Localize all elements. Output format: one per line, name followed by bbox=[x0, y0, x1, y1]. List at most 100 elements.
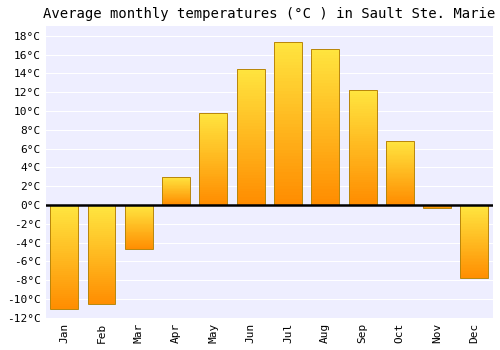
Bar bbox=[236, 140, 264, 142]
Bar bbox=[460, 262, 488, 264]
Bar bbox=[88, 221, 116, 223]
Bar bbox=[50, 282, 78, 284]
Bar bbox=[348, 168, 376, 170]
Bar bbox=[312, 52, 339, 55]
Bar bbox=[125, 224, 153, 225]
Bar bbox=[274, 163, 302, 166]
Bar bbox=[200, 157, 228, 159]
Bar bbox=[125, 229, 153, 230]
Bar bbox=[312, 168, 339, 171]
Bar bbox=[274, 75, 302, 78]
Bar bbox=[236, 161, 264, 164]
Bar bbox=[348, 145, 376, 148]
Bar bbox=[348, 134, 376, 136]
Bar bbox=[274, 133, 302, 137]
Bar bbox=[386, 149, 414, 150]
Bar bbox=[236, 194, 264, 197]
Bar bbox=[200, 137, 228, 139]
Bar bbox=[50, 278, 78, 280]
Bar bbox=[162, 198, 190, 199]
Bar bbox=[200, 150, 228, 152]
Bar bbox=[274, 173, 302, 176]
Bar bbox=[236, 202, 264, 205]
Bar bbox=[125, 244, 153, 245]
Bar bbox=[200, 115, 228, 117]
Bar bbox=[386, 142, 414, 144]
Bar bbox=[88, 251, 116, 252]
Bar bbox=[50, 215, 78, 217]
Bar bbox=[312, 55, 339, 58]
Bar bbox=[236, 164, 264, 167]
Bar bbox=[88, 260, 116, 262]
Bar bbox=[348, 180, 376, 182]
Bar bbox=[460, 242, 488, 243]
Bar bbox=[312, 186, 339, 189]
Bar bbox=[236, 88, 264, 90]
Bar bbox=[50, 296, 78, 298]
Bar bbox=[460, 208, 488, 209]
Bar bbox=[200, 155, 228, 157]
Bar bbox=[200, 201, 228, 203]
Bar bbox=[386, 147, 414, 149]
Bar bbox=[125, 232, 153, 233]
Bar bbox=[312, 177, 339, 180]
Bar bbox=[236, 197, 264, 199]
Bar bbox=[460, 233, 488, 235]
Bar bbox=[236, 183, 264, 186]
Bar bbox=[312, 180, 339, 183]
Bar bbox=[274, 166, 302, 169]
Bar bbox=[348, 148, 376, 150]
Bar bbox=[125, 225, 153, 226]
Bar bbox=[460, 255, 488, 257]
Bar bbox=[348, 166, 376, 168]
Bar bbox=[236, 79, 264, 82]
Bar bbox=[274, 124, 302, 127]
Bar bbox=[274, 78, 302, 81]
Bar bbox=[236, 142, 264, 145]
Bar bbox=[162, 201, 190, 202]
Bar bbox=[162, 178, 190, 179]
Bar bbox=[386, 150, 414, 151]
Bar bbox=[88, 252, 116, 254]
Bar bbox=[312, 146, 339, 149]
Bar bbox=[200, 113, 228, 115]
Bar bbox=[312, 118, 339, 121]
Bar bbox=[50, 275, 78, 278]
Bar bbox=[460, 259, 488, 261]
Bar bbox=[312, 136, 339, 139]
Bar bbox=[88, 257, 116, 258]
Bar bbox=[386, 168, 414, 169]
Bar bbox=[88, 229, 116, 231]
Bar bbox=[312, 152, 339, 155]
Bar bbox=[200, 199, 228, 201]
Bar bbox=[200, 122, 228, 124]
Bar bbox=[200, 144, 228, 146]
Bar bbox=[460, 261, 488, 262]
Bar bbox=[423, 205, 451, 208]
Bar bbox=[88, 280, 116, 282]
Bar bbox=[125, 239, 153, 240]
Bar bbox=[162, 191, 190, 192]
Bar bbox=[348, 97, 376, 99]
Bar bbox=[236, 126, 264, 129]
Bar bbox=[386, 183, 414, 184]
Bar bbox=[348, 116, 376, 118]
Bar bbox=[50, 230, 78, 232]
Bar bbox=[348, 175, 376, 177]
Bar bbox=[274, 58, 302, 62]
Bar bbox=[88, 274, 116, 276]
Bar bbox=[274, 127, 302, 130]
Bar bbox=[50, 267, 78, 269]
Bar bbox=[386, 153, 414, 154]
Bar bbox=[460, 251, 488, 252]
Bar bbox=[50, 302, 78, 304]
Bar bbox=[274, 65, 302, 68]
Bar bbox=[460, 236, 488, 237]
Bar bbox=[125, 238, 153, 239]
Bar bbox=[348, 129, 376, 132]
Bar bbox=[348, 194, 376, 196]
Bar bbox=[200, 140, 228, 142]
Bar bbox=[125, 212, 153, 213]
Bar bbox=[162, 188, 190, 189]
Bar bbox=[460, 221, 488, 223]
